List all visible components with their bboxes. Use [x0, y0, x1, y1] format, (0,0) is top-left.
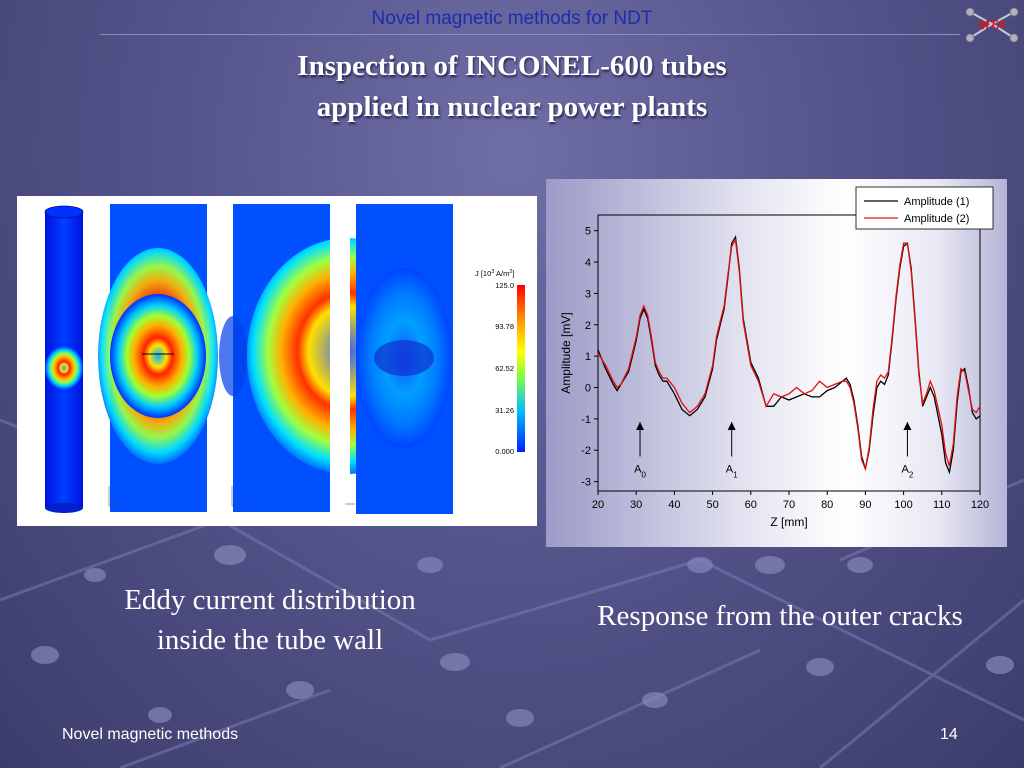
tube-hotspot [45, 346, 83, 390]
x-tick-label: 50 [706, 499, 718, 511]
x-tick-label: 20 [592, 499, 604, 511]
legend-label: Amplitude (2) [904, 213, 969, 225]
header-divider [100, 34, 960, 35]
page-number: 14 [940, 726, 958, 743]
x-tick-label: 110 [933, 499, 951, 511]
y-tick-label: 3 [585, 288, 591, 300]
x-tick-label: 90 [859, 499, 871, 511]
footer-title: Novel magnetic methods [62, 726, 239, 743]
title-line-1: Inspection of INCONEL-600 tubes [297, 50, 727, 82]
x-axis-label: Z [mm] [770, 515, 807, 529]
x-tick-label: 60 [745, 499, 757, 511]
caption-left: Eddy current distribution inside the tub… [80, 580, 460, 660]
y-tick-label: -3 [581, 477, 591, 489]
colorbar-title: J [103 A/m2] [475, 269, 515, 278]
y-tick-label: -2 [581, 445, 591, 457]
colorbar-tick: 93.78 [495, 322, 514, 331]
y-tick-label: 2 [585, 320, 591, 332]
logo-text: MTA [978, 17, 1005, 32]
y-tick-label: 4 [585, 257, 591, 269]
chart-svg: 20 30 40 50 60 70 80 90 100 110 120 5 4 3 2 1 0 -1 -2 -3 Z [… [559, 186, 994, 529]
crack-response-chart: 20 30 40 50 60 70 80 90 100 110 120 5 4 3 2 1 0 -1 -2 -3 Z [… [546, 179, 1007, 547]
slide-header: Novel magnetic methods for NDT [371, 8, 653, 29]
slide-title: Inspection of INCONEL-600 tubes applied … [0, 46, 1024, 128]
y-tick-label: 0 [585, 383, 591, 395]
legend-box [855, 186, 994, 230]
colorbar-tick: 125.0 [495, 281, 514, 290]
colorbar-tick: 62.52 [495, 364, 514, 373]
annotation-label: A0 [634, 464, 646, 480]
caption-left-line-2: inside the tube wall [156, 624, 384, 656]
x-tick-label: 70 [783, 499, 795, 511]
y-tick-label: 1 [585, 351, 591, 363]
x-tick-label: 30 [630, 499, 642, 511]
legend-label: Amplitude (1) [904, 196, 969, 208]
y-axis-label: Amplitude [mV] [559, 312, 573, 393]
colorbar-tick: 0.000 [495, 447, 514, 456]
x-tick-label: 100 [894, 499, 912, 511]
series-line-1 [597, 235, 981, 475]
annotation-arrowhead [636, 422, 645, 430]
annotation-arrowhead [727, 422, 736, 430]
colorbar-tick: 31.26 [495, 406, 514, 415]
annotation-label: A1 [726, 464, 738, 480]
x-tick-label: 120 [971, 499, 989, 511]
annotation-arrowhead [903, 422, 912, 430]
y-tick-label: 5 [585, 226, 591, 238]
colorbar [517, 285, 525, 452]
series-line-2 [597, 238, 981, 472]
caption-right: Response from the outer cracks [597, 600, 963, 632]
annotation-label: A2 [902, 464, 914, 480]
x-tick-label: 80 [821, 499, 833, 511]
mta-logo: MTA [965, 7, 1019, 43]
y-tick-label: -1 [581, 414, 591, 426]
title-line-2: applied in nuclear power plants [316, 91, 708, 123]
caption-left-line-1: Eddy current distribution [124, 584, 416, 616]
eddy-current-figure: J [103 A/m2] 125.0 93.78 62.52 31.26 0.0… [17, 196, 537, 526]
x-tick-label: 40 [668, 499, 680, 511]
plot-frame [597, 214, 981, 492]
